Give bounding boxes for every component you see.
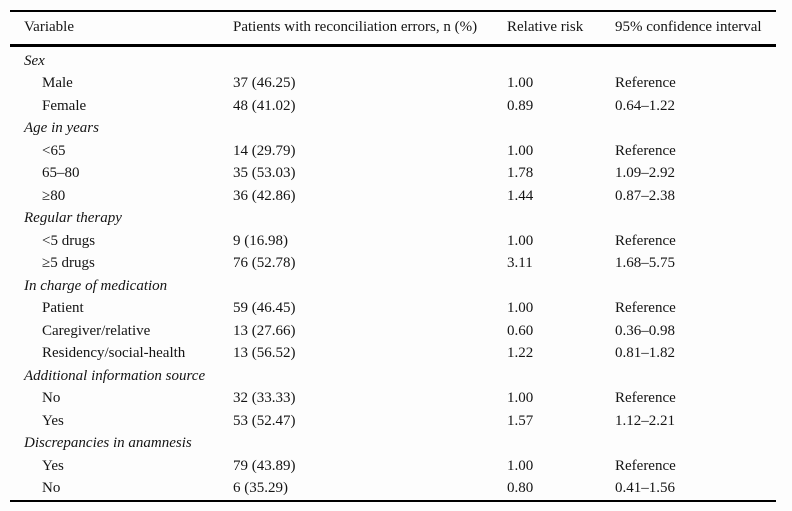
table-row: ≥80 36 (42.86) 1.44 0.87–2.38: [10, 185, 776, 208]
relative-risk-cell: 1.78: [507, 165, 534, 182]
group-row: Sex: [10, 46, 776, 73]
group-label: Age in years: [24, 120, 99, 137]
variable-cell: Yes: [42, 412, 64, 429]
table-row: ≥5 drugs 76 (52.78) 3.11 1.68–5.75: [10, 253, 776, 276]
risk-table-container: Variable Patients with reconciliation er…: [10, 10, 776, 502]
confidence-interval-cell: Reference: [615, 457, 676, 474]
confidence-interval-cell: 1.68–5.75: [615, 255, 675, 272]
relative-risk-cell: 1.00: [507, 457, 534, 474]
table-row: Male 37 (46.25) 1.00 Reference: [10, 73, 776, 96]
confidence-interval-cell: Reference: [615, 300, 676, 317]
group-row: In charge of medication: [10, 275, 776, 298]
relative-risk-cell: 1.00: [507, 390, 534, 407]
variable-cell: <5 drugs: [42, 232, 96, 249]
relative-risk-cell: 1.00: [507, 75, 534, 92]
group-row: Age in years: [10, 118, 776, 141]
confidence-interval-cell: Reference: [615, 390, 676, 407]
table-row: Caregiver/relative 13 (27.66) 0.60 0.36–0.9…: [10, 320, 776, 343]
variable-cell: Female: [42, 97, 87, 114]
relative-risk-cell: 1.00: [507, 142, 534, 159]
column-header-relative-risk: Relative risk: [507, 11, 615, 47]
table-body: Sex Male 37 (46.25) 1.00 Reference Female 48 (…: [10, 46, 776, 502]
variable-cell: <65: [42, 142, 66, 159]
confidence-interval-cell: 1.09–2.92: [615, 165, 675, 182]
relative-risk-cell: 1.22: [507, 345, 534, 362]
header-row: Variable Patients with reconciliation er…: [10, 11, 776, 47]
group-label: Sex: [24, 52, 45, 69]
patients-cell: 48 (41.02): [233, 97, 296, 114]
variable-cell: No: [42, 480, 61, 497]
table-row: No 6 (35.29) 0.80 0.41–1.56: [10, 478, 776, 502]
variable-cell: 65–80: [42, 165, 80, 182]
confidence-interval-cell: Reference: [615, 232, 676, 249]
table-row: Residency/social-health 13 (56.52) 1.22 0.8…: [10, 343, 776, 366]
table-row: Yes 79 (43.89) 1.00 Reference: [10, 455, 776, 478]
risk-table: Variable Patients with reconciliation er…: [10, 10, 776, 502]
confidence-interval-cell: 0.64–1.22: [615, 97, 675, 114]
table-row: <5 drugs 9 (16.98) 1.00 Reference: [10, 230, 776, 253]
table-row: Female 48 (41.02) 0.89 0.64–1.22: [10, 95, 776, 118]
patients-cell: 13 (56.52): [233, 345, 296, 362]
variable-cell: No: [42, 390, 61, 407]
group-row: Regular therapy: [10, 208, 776, 231]
table-row: Patient 59 (46.45) 1.00 Reference: [10, 298, 776, 321]
confidence-interval-cell: 0.41–1.56: [615, 480, 675, 497]
confidence-interval-cell: 0.36–0.98: [615, 322, 675, 339]
relative-risk-cell: 3.11: [507, 255, 533, 272]
variable-cell: Patient: [42, 300, 84, 317]
patients-cell: 14 (29.79): [233, 142, 296, 159]
group-label: Discrepancies in anamnesis: [24, 435, 192, 452]
relative-risk-cell: 0.80: [507, 480, 534, 497]
group-row: Discrepancies in anamnesis: [10, 433, 776, 456]
relative-risk-cell: 1.44: [507, 187, 534, 204]
patients-cell: 37 (46.25): [233, 75, 296, 92]
patients-cell: 6 (35.29): [233, 480, 288, 497]
patients-cell: 76 (52.78): [233, 255, 296, 272]
relative-risk-cell: 1.00: [507, 232, 534, 249]
patients-cell: 59 (46.45): [233, 300, 296, 317]
table-row: <65 14 (29.79) 1.00 Reference: [10, 140, 776, 163]
confidence-interval-cell: 0.81–1.82: [615, 345, 675, 362]
table-row: No 32 (33.33) 1.00 Reference: [10, 388, 776, 411]
group-row: Additional information source: [10, 365, 776, 388]
group-label: Additional information source: [24, 367, 206, 384]
column-header-confidence-interval: 95% confidence interval: [615, 11, 776, 47]
relative-risk-cell: 0.60: [507, 322, 534, 339]
confidence-interval-cell: 0.87–2.38: [615, 187, 675, 204]
column-header-patients: Patients with reconciliation errors, n (…: [233, 11, 507, 47]
variable-cell: Caregiver/relative: [42, 322, 151, 339]
confidence-interval-cell: Reference: [615, 142, 676, 159]
relative-risk-cell: 1.57: [507, 412, 534, 429]
patients-cell: 79 (43.89): [233, 457, 296, 474]
patients-cell: 36 (42.86): [233, 187, 296, 204]
variable-cell: ≥80: [42, 187, 66, 204]
variable-cell: Male: [42, 75, 73, 92]
patients-cell: 9 (16.98): [233, 232, 288, 249]
confidence-interval-cell: 1.12–2.21: [615, 412, 675, 429]
patients-cell: 13 (27.66): [233, 322, 296, 339]
patients-cell: 32 (33.33): [233, 390, 296, 407]
column-header-variable: Variable: [10, 11, 233, 47]
patients-cell: 35 (53.03): [233, 165, 296, 182]
confidence-interval-cell: Reference: [615, 75, 676, 92]
variable-cell: ≥5 drugs: [42, 255, 95, 272]
patients-cell: 53 (52.47): [233, 412, 296, 429]
table-header: Variable Patients with reconciliation er…: [10, 11, 776, 47]
group-label: Regular therapy: [24, 210, 122, 227]
relative-risk-cell: 0.89: [507, 97, 534, 114]
variable-cell: Yes: [42, 457, 64, 474]
table-row: 65–80 35 (53.03) 1.78 1.09–2.92: [10, 163, 776, 186]
relative-risk-cell: 1.00: [507, 300, 534, 317]
group-label: In charge of medication: [24, 277, 168, 294]
variable-cell: Residency/social-health: [42, 345, 186, 362]
table-row: Yes 53 (52.47) 1.57 1.12–2.21: [10, 410, 776, 433]
